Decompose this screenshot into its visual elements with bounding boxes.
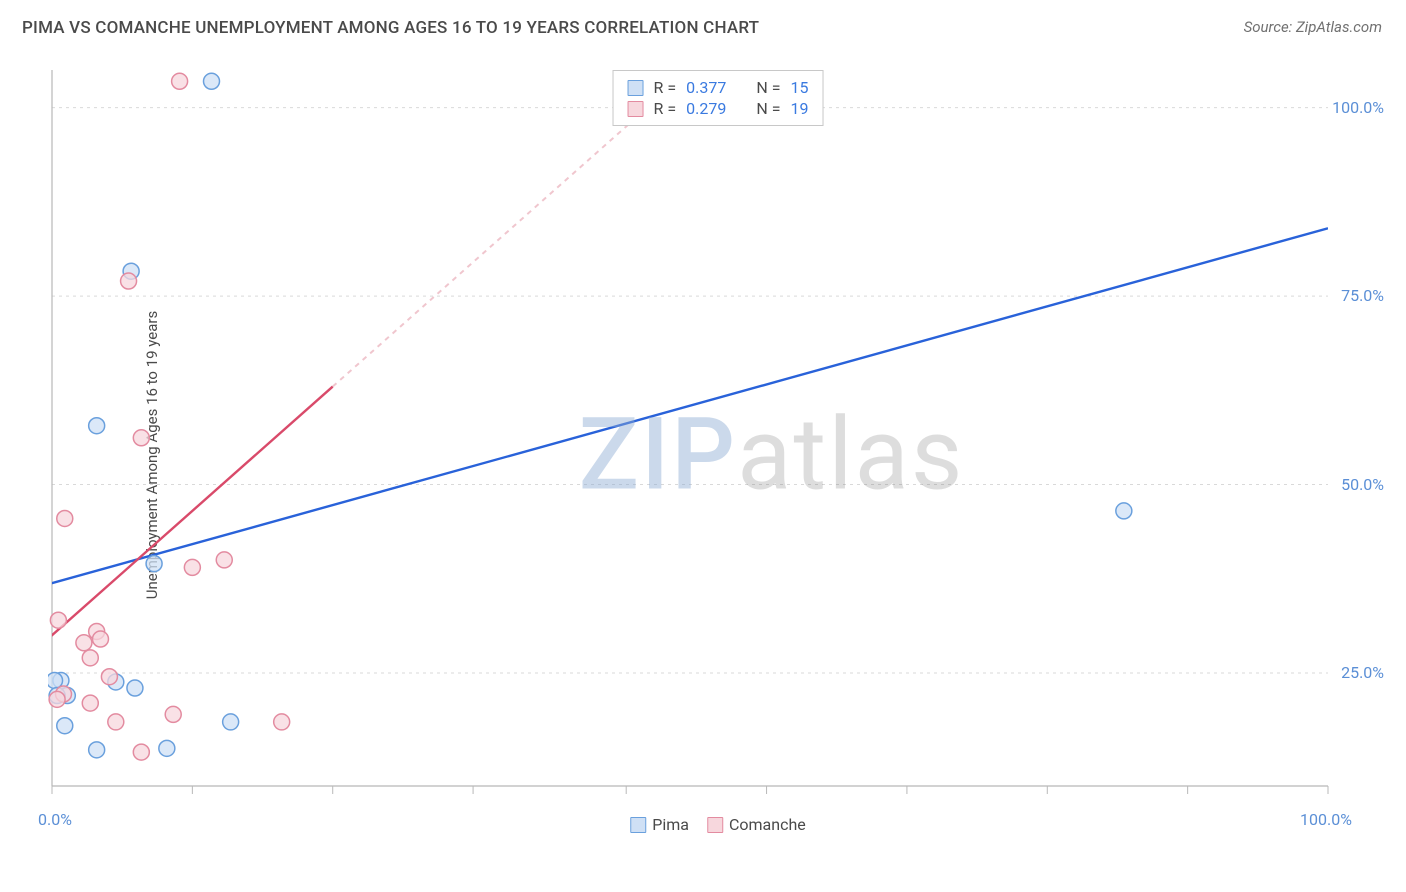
stats-n-value: 15 [790, 78, 808, 97]
legend-swatch [707, 817, 723, 833]
legend-swatch [630, 817, 646, 833]
scatter-plot [48, 70, 1348, 810]
bottom-legend: Pima Comanche [630, 815, 806, 834]
stats-row: R = 0.279 N = 19 [628, 98, 809, 119]
y-tick-label: 50.0% [1341, 475, 1384, 494]
stats-swatch [628, 101, 644, 117]
legend-label: Comanche [729, 815, 806, 834]
source-label: Source: ZipAtlas.com [1244, 18, 1382, 36]
stats-r-value: 0.279 [686, 99, 726, 118]
stats-r-value: 0.377 [686, 78, 726, 97]
legend-item: Pima [630, 815, 689, 834]
x-tick-label: 100.0% [1300, 810, 1352, 829]
stats-n-label: N = [756, 78, 780, 97]
x-tick-label: 0.0% [38, 810, 72, 829]
header: PIMA VS COMANCHE UNEMPLOYMENT AMONG AGES… [0, 0, 1406, 48]
stats-r-label: R = [654, 78, 677, 97]
chart-area: Unemployment Among Ages 16 to 19 years Z… [48, 70, 1388, 840]
y-tick-label: 75.0% [1341, 286, 1384, 305]
chart-title: PIMA VS COMANCHE UNEMPLOYMENT AMONG AGES… [22, 18, 759, 38]
legend-label: Pima [652, 815, 689, 834]
legend-item: Comanche [707, 815, 806, 834]
stats-swatch [628, 80, 644, 96]
stats-r-label: R = [654, 99, 677, 118]
stats-n-label: N = [756, 99, 780, 118]
stats-n-value: 19 [790, 99, 808, 118]
stats-legend-box: R = 0.377 N = 15 R = 0.279 N = 19 [613, 70, 824, 126]
stats-row: R = 0.377 N = 15 [628, 77, 809, 98]
y-tick-label: 25.0% [1341, 663, 1384, 682]
y-tick-label: 100.0% [1332, 98, 1384, 117]
